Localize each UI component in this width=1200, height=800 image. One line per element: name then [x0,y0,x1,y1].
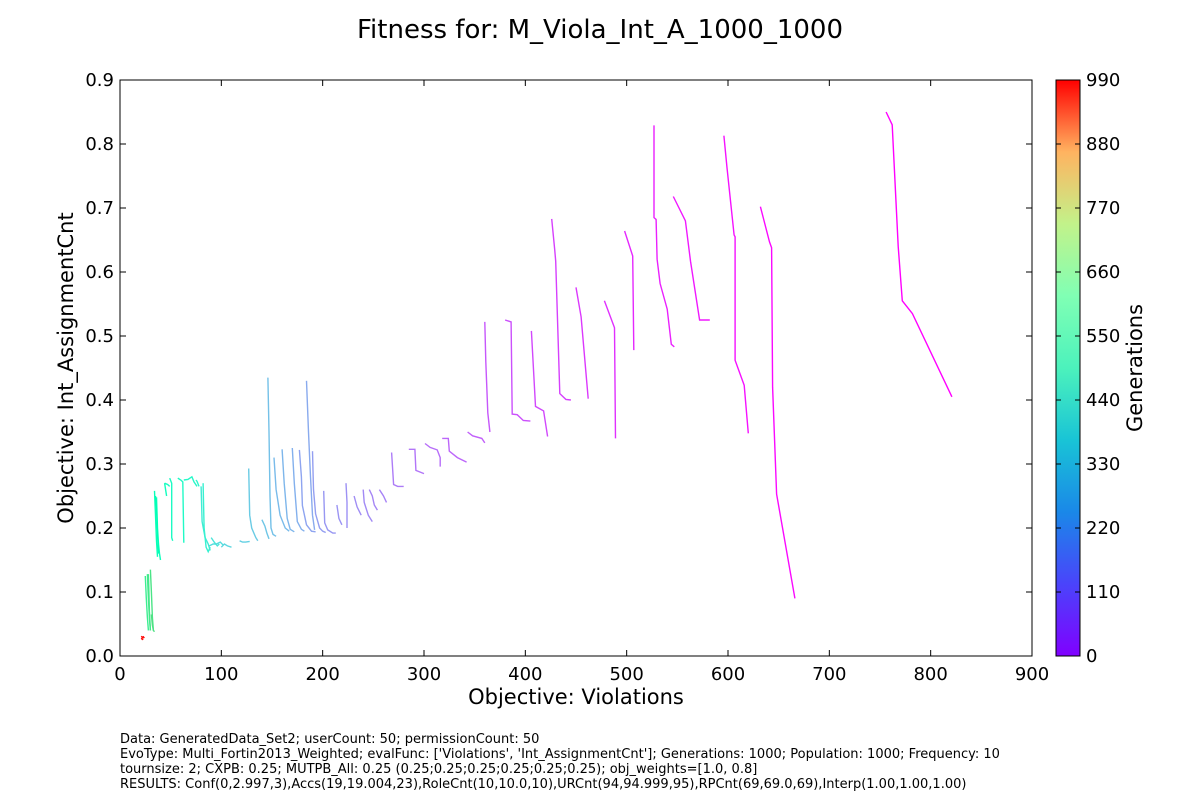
x-tick-label: 900 [1015,664,1049,685]
colorbar-tick-label: 330 [1086,454,1120,475]
colorbar-tick-label: 440 [1086,390,1120,411]
series-line-gen-495 [154,495,160,554]
series-line-gen-990 [140,635,145,639]
series-line-gen-20 [723,135,749,434]
colorbar-tick-label: 220 [1086,518,1120,539]
run-info: Data: GeneratedData_Set2; userCount: 50;… [120,732,1000,792]
colorbar-label: Generations [1123,304,1147,432]
run-info-data: Data: GeneratedData_Set2; userCount: 50;… [120,732,540,747]
series-line-gen-195 [336,504,343,526]
colorbar [1055,79,1081,657]
y-axis: 0.0 0.1 0.2 0.3 0.4 0.5 0.6 0.7 0.8 0.9 [85,70,1032,667]
y-tick-label: 0.7 [85,198,114,219]
series-line-gen-440 [169,477,174,542]
series-line-gen-280 [261,519,270,540]
series-line-gen-410 [195,479,200,487]
x-tick-label: 0 [114,664,125,685]
x-tick-label: 800 [913,664,947,685]
y-tick-label: 0.8 [85,134,114,155]
series-line-gen-200 [323,490,336,534]
x-tick-label: 300 [407,664,441,685]
series-line-gen-40 [653,125,675,348]
series-line-gen-460 [163,483,168,497]
series-line-gen-240 [291,447,305,532]
y-tick-label: 0.2 [85,518,114,539]
series-line-gen-50 [623,230,635,351]
series-line-gen-10 [759,206,796,599]
series-line-gen-180 [362,489,373,522]
plot-frame [119,79,1033,657]
y-tick-label: 0.4 [85,390,114,411]
run-info-results: RESULTS: Conf(0,2.997,3),Accs(19,19.004,… [120,777,967,792]
run-info-params: tournsize: 2; CXPB: 0.25; MUTPB_All: 0.2… [120,762,758,777]
series-line-gen-90 [530,330,549,437]
series-line-gen-350 [210,537,220,547]
series-line-gen-160 [390,452,404,488]
plot-lines [140,111,953,641]
series-line-gen-0 [885,111,953,398]
series-line-gen-610 [144,575,150,631]
x-tick-label: 200 [305,664,339,685]
colorbar-tick-label: 550 [1086,326,1120,347]
series-line-gen-120 [467,431,486,444]
colorbar-tick-label: 770 [1086,198,1120,219]
series-line-gen-70 [575,287,589,399]
colorbar-tick-label: 660 [1086,262,1120,283]
y-tick-label: 0.9 [85,70,114,91]
series-line-gen-270 [267,377,277,537]
x-axis-label: Objective: Violations [468,685,684,709]
series-line-gen-130 [442,437,467,463]
series-line-gen-210 [311,451,326,534]
series-line-gen-450 [164,482,171,487]
y-tick-label: 0.5 [85,326,114,347]
x-axis: 0 100 200 300 400 500 600 700 800 900 [114,80,1049,685]
series-line-gen-190 [345,483,348,528]
series-line-gen-110 [484,321,491,433]
series-line-gen-230 [305,380,316,530]
series-line-gen-100 [504,319,531,422]
series-line-gen-185 [353,495,362,516]
series-line-gen-250 [281,449,295,533]
run-info-evo: EvoType: Multi_Fortin2013_Weighted; eval… [120,747,1000,762]
series-line-gen-220 [298,449,316,533]
colorbar-tick-label: 110 [1086,582,1120,603]
x-tick-label: 100 [204,664,238,685]
chart-title: Fitness for: M_Viola_Int_A_1000_1000 [357,15,843,45]
y-tick-label: 0.0 [85,646,114,667]
series-line-gen-430 [177,477,185,543]
series-line-gen-150 [408,448,425,475]
colorbar-tick-label: 0 [1086,646,1097,667]
series-line-gen-175 [368,489,378,511]
series-line-gen-390 [202,483,211,554]
series-line-gen-290 [248,468,259,542]
series-line-gen-650 [150,614,156,633]
series-line-gen-630 [147,574,152,631]
series-line-gen-300 [239,540,250,543]
series-line-gen-420 [183,475,198,487]
series-line-gen-60 [603,300,617,439]
colorbar-ticks: 0 110 220 330 440 550 660 770 880 990 [1056,70,1120,667]
series-line-gen-980 [140,637,144,641]
y-tick-label: 0.1 [85,582,114,603]
y-tick-label: 0.6 [85,262,114,283]
series-line-gen-480 [153,490,159,557]
x-tick-label: 500 [609,664,643,685]
series-line-gen-260 [273,457,290,532]
fitness-chart: Fitness for: M_Viola_Int_A_1000_1000 0 10… [54,15,1147,709]
x-tick-label: 700 [812,664,846,685]
series-line-gen-170 [378,489,388,503]
y-tick-label: 0.3 [85,454,114,475]
series-line-gen-80 [551,218,571,401]
x-tick-label: 400 [508,664,542,685]
series-line-gen-140 [424,442,441,467]
x-tick-label: 600 [711,664,745,685]
colorbar-tick-label: 880 [1086,134,1120,155]
colorbar-tick-label: 990 [1086,70,1120,91]
y-axis-label: Objective: Int_AssignmentCnt [54,212,79,523]
series-line-gen-30 [672,196,710,321]
